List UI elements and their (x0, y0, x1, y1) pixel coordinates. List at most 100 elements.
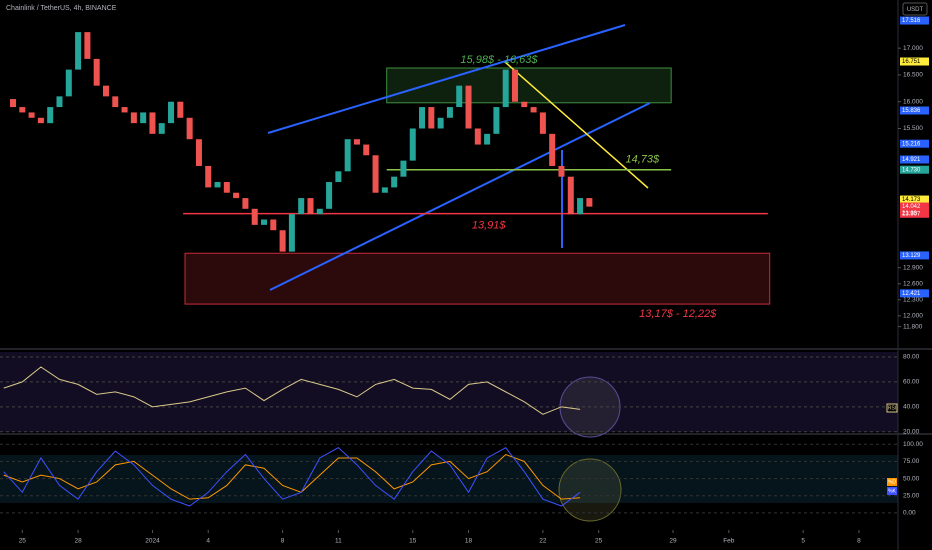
price-badge (900, 289, 929, 298)
rsi-name: RSI (888, 405, 896, 411)
rsi-pane (0, 352, 898, 432)
candle (10, 99, 17, 108)
price-badge (900, 106, 929, 115)
candle (177, 101, 184, 118)
price-badge (900, 139, 929, 148)
candle (400, 160, 407, 177)
candle (93, 58, 100, 86)
level-label: 13,91$ (472, 220, 507, 232)
y-tick-label: 15.500 (903, 125, 923, 132)
candle (577, 198, 584, 215)
x-tick-label: 29 (669, 538, 677, 545)
x-tick-label: 11 (335, 538, 342, 545)
candle (474, 128, 481, 145)
price-badge (900, 16, 929, 25)
y-tick-label: 17.000 (903, 45, 923, 52)
currency-button[interactable] (902, 2, 928, 16)
stoch-tick-label: 100.00 (903, 441, 923, 448)
y-tick-label: 16.000 (903, 98, 923, 105)
x-tick-label: 18 (465, 538, 473, 545)
candle (381, 187, 388, 193)
y-tick-label: 12.600 (903, 280, 923, 287)
y-tick-label: 12.900 (903, 264, 923, 271)
candle (521, 101, 528, 108)
candle (409, 128, 416, 161)
candle (140, 112, 147, 124)
legend-badge (887, 487, 897, 495)
symbol-title: Chainlink / TetherUS, 4h, BINANCE (6, 5, 117, 12)
price-badge (900, 209, 929, 218)
price-badge-label: 14.921 (902, 157, 921, 163)
price-badge-label: 14.173 (902, 197, 921, 203)
x-tick-label: Feb (723, 538, 735, 545)
candle (158, 123, 165, 134)
candle (102, 85, 109, 97)
stoch-tick-label: 50.00 (903, 475, 920, 482)
candle (130, 112, 137, 124)
candle (530, 107, 537, 113)
candle (121, 107, 128, 113)
candle (168, 101, 175, 124)
candle (558, 165, 565, 177)
candle (484, 133, 491, 145)
candle (84, 32, 91, 59)
countdown: 21:33 (902, 211, 918, 217)
candle (75, 32, 82, 70)
candle (391, 176, 398, 188)
price-badge-label: 17.516 (902, 18, 921, 24)
price-badge (900, 195, 929, 204)
price-badge-label: 13.129 (902, 253, 921, 259)
level-label: 14,73$ (626, 154, 661, 166)
highlight-circle (558, 458, 622, 522)
x-tick-label: 2024 (145, 538, 160, 545)
candle (214, 182, 221, 188)
stoch-tick-label: 75.00 (903, 458, 920, 465)
stoch-tick-label: 25.00 (903, 492, 920, 499)
x-tick-label: 4 (206, 538, 210, 545)
candle (223, 182, 230, 193)
price-badge (900, 165, 929, 174)
candle (195, 139, 202, 166)
candle (37, 117, 44, 124)
candle (437, 117, 444, 129)
price-badge-label: 13.907 (902, 211, 921, 217)
stoch-line (3, 447, 581, 507)
rsi-tick-label: 60.00 (903, 379, 920, 386)
candle (56, 96, 63, 108)
candle (335, 171, 342, 183)
candle (186, 117, 193, 140)
candle (428, 107, 435, 129)
rsi-tick-label: 20.00 (903, 428, 920, 435)
y-tick-label: 12.300 (903, 297, 923, 304)
candle (512, 69, 519, 102)
candle (502, 69, 509, 108)
candle (149, 112, 156, 134)
price-badge (900, 251, 929, 260)
candle (493, 107, 500, 134)
price-badge-label: 14.730 (902, 167, 921, 173)
x-tick-label: 28 (74, 538, 82, 545)
candle (326, 182, 333, 209)
rsi-line (3, 366, 581, 415)
legend-label: %K (888, 488, 896, 494)
y-tick-label: 11.800 (903, 323, 923, 330)
zone (184, 252, 771, 305)
candle (261, 219, 268, 225)
price-badge-label: 15.216 (902, 141, 921, 147)
candle (446, 107, 453, 118)
x-tick-label: 8 (857, 538, 861, 545)
candle (47, 107, 54, 124)
zone-label: 15,98$ - 16,63$ (460, 54, 538, 66)
price-badge-label: 16.751 (902, 59, 921, 65)
stoch-tick-label: 0.00 (903, 510, 916, 517)
x-tick-label: 5 (801, 538, 805, 545)
candle (363, 144, 370, 156)
x-tick-label: 22 (539, 538, 547, 545)
price-badge (900, 155, 929, 164)
y-tick-label: 16.500 (903, 72, 923, 79)
price-badge (900, 57, 929, 66)
candle (567, 176, 574, 215)
candle (307, 198, 314, 215)
rsi-badge (886, 403, 898, 413)
currency[interactable]: USDT (907, 7, 924, 13)
